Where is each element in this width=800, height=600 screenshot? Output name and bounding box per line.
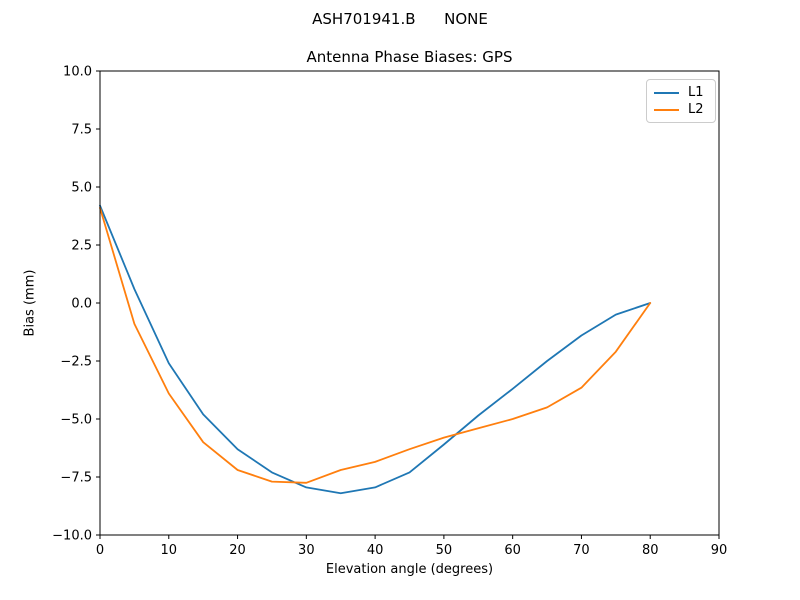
y-tick-label: −5.0	[60, 413, 92, 428]
y-tick-label: 7.5	[71, 123, 92, 138]
x-tick-label: 40	[367, 543, 384, 558]
y-axis-label: Bias (mm)	[22, 269, 38, 337]
legend-line-swatch	[654, 91, 679, 94]
plot-frame	[99, 70, 720, 536]
series-line-L1	[99, 204, 652, 495]
legend-label: L1	[688, 85, 704, 100]
x-tick-label: 90	[711, 543, 728, 558]
legend-item-L1: L1	[654, 86, 708, 99]
legend-item-L2: L2	[654, 103, 708, 116]
y-tick-label: 2.5	[71, 239, 92, 254]
x-tick-label: 80	[642, 543, 659, 558]
x-tick-label: 70	[573, 543, 590, 558]
series-line-L2	[99, 206, 652, 484]
legend-line-swatch	[654, 108, 679, 111]
axes-title: Antenna Phase Biases: GPS	[306, 48, 513, 66]
x-tick-label: 10	[161, 543, 178, 558]
x-tick-label: 20	[229, 543, 246, 558]
x-tick-label: 60	[504, 543, 521, 558]
legend: L1 L2	[646, 79, 716, 123]
y-tick-label: 0.0	[71, 297, 92, 312]
x-tick-label: 50	[436, 543, 453, 558]
y-tick-label: −2.5	[60, 355, 92, 370]
y-tick-label: 10.0	[63, 65, 92, 80]
x-tick-label: 30	[298, 543, 315, 558]
figure-suptitle: ASH701941.B NONE	[312, 10, 488, 28]
x-axis-label: Elevation angle (degrees)	[325, 562, 494, 577]
y-tick-label: −10.0	[52, 529, 92, 544]
legend-label: L2	[688, 102, 704, 117]
y-tick-label: −7.5	[60, 471, 92, 486]
y-tick-label: 5.0	[71, 181, 92, 196]
x-tick-label: 0	[96, 543, 104, 558]
